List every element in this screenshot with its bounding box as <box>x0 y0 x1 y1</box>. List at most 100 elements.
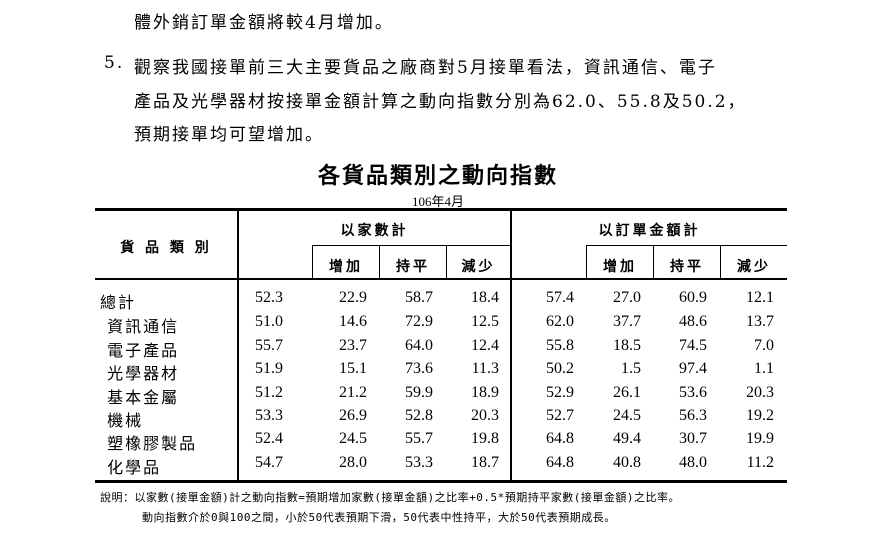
paragraph-line: 觀察我國接單前三大主要貨品之廠商對5月接單看法，資訊通信、電子 <box>134 58 717 78</box>
cell-value: 37.7 <box>613 313 641 330</box>
column-divider <box>379 245 380 279</box>
sub-header-decrease: 減少 <box>461 259 496 275</box>
cell-value: 26.1 <box>613 384 641 401</box>
table-row: 化學品 54.7 28.0 53.3 18.7 64.8 40.8 48.0 11.2 <box>0 454 876 478</box>
cell-value: 40.8 <box>613 454 641 471</box>
cell-value: 55.7 <box>405 430 433 447</box>
column-divider <box>586 245 587 279</box>
cell-value: 53.3 <box>255 407 283 424</box>
row-category: 機械 <box>100 411 144 430</box>
cell-value: 55.8 <box>546 337 574 354</box>
cell-value: 52.7 <box>546 407 574 424</box>
cell-value: 62.0 <box>546 313 574 330</box>
cell-value: 49.4 <box>613 430 641 447</box>
cell-value: 51.0 <box>255 313 283 330</box>
paragraph-line: 產品及光學器材按接單金額計算之動向指數分別為62.0、55.8及50.2， <box>134 92 747 112</box>
table-row: 電子產品 55.7 23.7 64.0 12.4 55.8 18.5 74.5 7.0 <box>0 337 876 361</box>
row-category: 基本金屬 <box>100 388 180 407</box>
cell-value: 12.5 <box>471 313 499 330</box>
table-row: 基本金屬 51.2 21.2 59.9 18.9 52.9 26.1 53.6 20.3 <box>0 384 876 408</box>
column-divider <box>653 245 654 279</box>
row-category: 總計 <box>100 293 137 312</box>
sub-header-flat: 持平 <box>396 259 430 275</box>
column-divider <box>446 245 447 279</box>
table-row: 總計 52.3 22.9 58.7 18.4 57.4 27.0 60.9 12.1 <box>0 289 876 313</box>
row-category: 塑橡膠製品 <box>100 434 198 453</box>
table-row: 機械 53.3 26.9 52.8 20.3 52.7 24.5 56.3 19.2 <box>0 407 876 431</box>
cell-value: 27.0 <box>613 289 641 306</box>
header-divider <box>586 245 787 246</box>
cell-value: 74.5 <box>679 337 707 354</box>
cell-value: 18.5 <box>613 337 641 354</box>
sub-header-increase: 增加 <box>329 259 363 275</box>
cell-value: 19.2 <box>746 407 774 424</box>
cell-value: 54.7 <box>255 454 283 471</box>
cell-value: 53.3 <box>405 454 433 471</box>
row-category: 化學品 <box>100 458 162 477</box>
cell-value: 57.4 <box>546 289 574 306</box>
cell-value: 20.3 <box>746 384 774 401</box>
cell-value: 55.7 <box>255 337 283 354</box>
group-header-count: 以家數計 <box>340 223 409 239</box>
table-period: 106年4月 <box>411 194 464 209</box>
cell-value: 30.7 <box>679 430 707 447</box>
sub-header-decrease: 減少 <box>737 259 771 275</box>
note-line: 說明：以家數(接單金額)計之動向指數=預期增加家數(接單金額)之比率+0.5*預… <box>100 491 680 504</box>
cell-value: 18.9 <box>471 384 499 401</box>
sub-header-flat: 持平 <box>670 259 704 275</box>
cell-value: 52.4 <box>255 430 283 447</box>
table-top-border <box>95 208 787 211</box>
cell-value: 64.8 <box>546 430 574 447</box>
cell-value: 52.8 <box>405 407 433 424</box>
cell-value: 64.8 <box>546 454 574 471</box>
cell-value: 14.6 <box>339 313 367 330</box>
list-number: 5. <box>104 53 125 73</box>
cell-value: 26.9 <box>339 407 367 424</box>
cell-value: 21.2 <box>339 384 367 401</box>
paragraph-line: 預期接單均可望增加。 <box>134 125 324 145</box>
paragraph-line: 體外銷訂單金額將較4月增加。 <box>134 13 394 33</box>
cell-value: 12.1 <box>746 289 774 306</box>
cell-value: 23.7 <box>339 337 367 354</box>
cell-value: 97.4 <box>679 360 707 377</box>
cell-value: 64.0 <box>405 337 433 354</box>
header-divider <box>312 245 512 246</box>
table-bottom-border <box>95 480 787 483</box>
header-bottom-border <box>95 278 787 280</box>
row-category: 資訊通信 <box>100 317 180 336</box>
cell-value: 1.1 <box>754 360 774 377</box>
table-row: 光學器材 51.9 15.1 73.6 11.3 50.2 1.5 97.4 1.1 <box>0 360 876 384</box>
cell-value: 18.4 <box>471 289 499 306</box>
cell-value: 50.2 <box>546 360 574 377</box>
cell-value: 73.6 <box>405 360 433 377</box>
cell-value: 51.9 <box>255 360 283 377</box>
cell-value: 18.7 <box>471 454 499 471</box>
column-divider <box>312 245 313 279</box>
cell-value: 52.9 <box>546 384 574 401</box>
cell-value: 19.8 <box>471 430 499 447</box>
group-header-amount: 以訂單金額計 <box>598 223 701 239</box>
table-row: 塑橡膠製品 52.4 24.5 55.7 19.8 64.8 49.4 30.7 19.9 <box>0 430 876 454</box>
cell-value: 56.3 <box>679 407 707 424</box>
cell-value: 28.0 <box>339 454 367 471</box>
cell-value: 51.2 <box>255 384 283 401</box>
cell-value: 7.0 <box>754 337 774 354</box>
cell-value: 24.5 <box>339 430 367 447</box>
row-category: 電子產品 <box>100 341 180 360</box>
note-line: 動向指數介於0與100之間，小於50代表預期下滑，50代表中性持平，大於50代表… <box>142 511 616 524</box>
cell-value: 58.7 <box>405 289 433 306</box>
cell-value: 11.2 <box>746 454 774 471</box>
cell-value: 48.0 <box>679 454 707 471</box>
column-divider <box>510 209 512 482</box>
cell-value: 12.4 <box>471 337 499 354</box>
sub-header-increase: 增加 <box>603 259 637 275</box>
category-header: 貨 品 類 別 <box>120 240 212 256</box>
cell-value: 59.9 <box>405 384 433 401</box>
cell-value: 52.3 <box>255 289 283 306</box>
cell-value: 1.5 <box>621 360 641 377</box>
column-divider <box>720 245 721 279</box>
row-category: 光學器材 <box>100 364 180 383</box>
cell-value: 53.6 <box>679 384 707 401</box>
table-row: 資訊通信 51.0 14.6 72.9 12.5 62.0 37.7 48.6 13.7 <box>0 313 876 337</box>
cell-value: 20.3 <box>471 407 499 424</box>
